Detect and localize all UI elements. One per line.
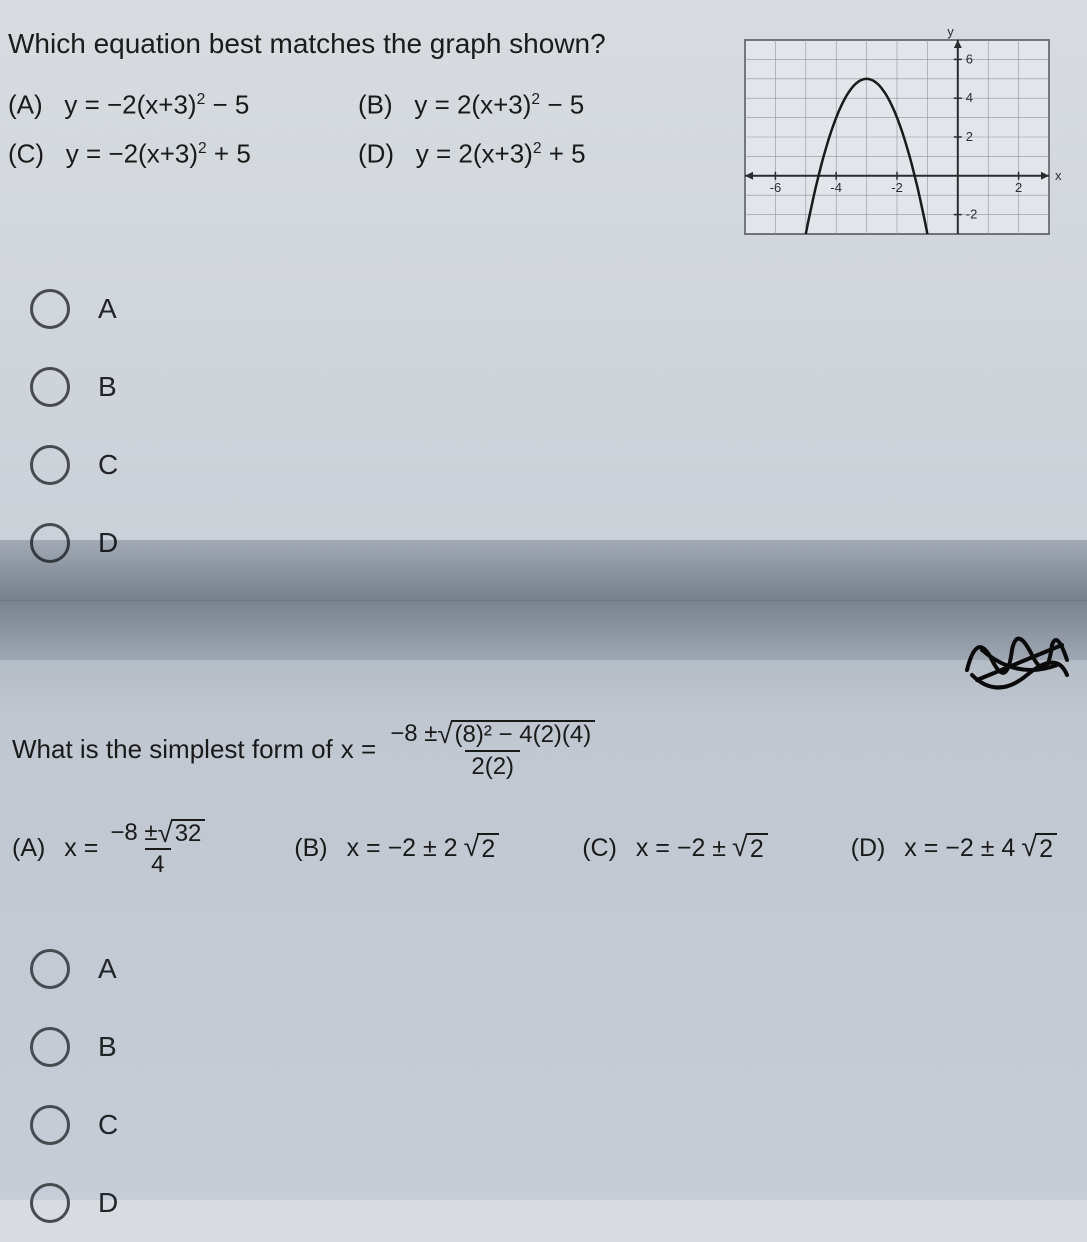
exp: 2 [198,140,207,157]
sqrt: √ 32 [158,819,206,847]
choice-label: (A) [8,90,43,120]
q1-choice-a: (A) y = −2(x+3)2 − 5 [8,78,308,127]
q2-radio-d[interactable]: D [30,1164,118,1242]
choice-label: (C) [8,138,44,168]
choice-text-pre: x = −2 ± [636,834,726,863]
choice-label: (D) [358,138,394,168]
denominator: 2(2) [465,750,520,779]
radio-label: B [98,371,117,403]
choice-eq-post: + 5 [207,138,251,168]
svg-text:-2: -2 [966,207,978,222]
q2-radio-c[interactable]: C [30,1086,118,1164]
radicand: 2 [746,833,768,864]
q2-prompt-text: What is the simplest form of [12,734,333,765]
q1-radio-b[interactable]: B [30,348,118,426]
q1-radio-list: A B C D [30,270,118,582]
q1-radio-a[interactable]: A [30,270,118,348]
radio-circle-icon [30,1105,70,1145]
svg-text:4: 4 [966,90,973,105]
svg-text:2: 2 [966,129,973,144]
q2-radio-list: A B C D [30,930,118,1242]
exp: 2 [531,91,540,108]
svg-text:y: y [947,24,954,39]
q2-choice-b: (B) x = −2 ± 2 √ 2 [294,819,499,878]
choice-eq-pre: y = −2(x+3) [66,138,198,168]
choice-label: (D) [851,834,886,863]
svg-text:-6: -6 [770,180,782,195]
choice-text-pre: x = −2 ± 2 [347,834,458,863]
q2-main-fraction: −8 ± √ (8)² − 4(2)(4) 2(2) [384,720,601,779]
q2-choice-a: (A) x = −8 ± √ 32 4 [12,819,211,878]
choice-eq-pre: y = 2(x+3) [414,90,531,120]
q2-choice-c: (C) x = −2 ± √ 2 [582,819,768,878]
denominator: 4 [145,848,170,877]
sqrt: √ 2 [732,833,768,864]
radio-circle-icon [30,1183,70,1223]
q2-radio-a[interactable]: A [30,930,118,1008]
num-pre: −8 ± [110,820,157,845]
q1-choice-b: (B) y = 2(x+3)2 − 5 [358,78,658,127]
q2-radio-b[interactable]: B [30,1008,118,1086]
choice-label: (B) [358,90,393,120]
svg-text:-2: -2 [891,180,903,195]
radio-circle-icon [30,1027,70,1067]
q1-graph: -6 -4 -2 2 -2 2 4 6 x y [727,22,1067,252]
exp: 2 [197,91,206,108]
q2-prompt: What is the simplest form of x = −8 ± √ … [12,720,1067,779]
radio-label: A [98,953,117,985]
q1-choice-d: (D) y = 2(x+3)2 + 5 [358,127,658,176]
radicand: 2 [1035,833,1057,864]
q2-var: x = [341,734,376,765]
choice-eq-pre: y = −2(x+3) [64,90,196,120]
choice-label: (C) [582,834,617,863]
sqrt: √ 2 [464,833,500,864]
radicand: (8)² − 4(2)(4) [451,720,596,748]
q2-choice-d: (D) x = −2 ± 4 √ 2 [851,819,1057,878]
choice-a-fraction: −8 ± √ 32 4 [104,819,211,878]
radio-label: B [98,1031,117,1063]
svg-text:-4: -4 [830,180,842,195]
radio-label: C [98,1109,118,1141]
svg-text:2: 2 [1015,180,1022,195]
choice-var: x = [64,834,98,863]
choice-eq-post: − 5 [540,90,584,120]
radio-label: C [98,449,118,481]
radio-label: D [98,1187,118,1219]
radio-circle-icon [30,949,70,989]
num-pre: −8 ± [390,721,437,746]
radio-circle-icon [30,367,70,407]
q2-choice-row: (A) x = −8 ± √ 32 4 (B) x = −2 ± 2 [12,819,1067,878]
radicand: 32 [171,819,206,847]
svg-text:6: 6 [966,51,973,66]
sqrt: √ 2 [1021,833,1057,864]
hand-scribble [957,620,1077,700]
radio-circle-icon [30,445,70,485]
svg-text:x: x [1055,168,1062,183]
choice-eq-pre: y = 2(x+3) [416,138,533,168]
divider [0,600,1087,601]
choice-label: (B) [294,834,327,863]
q1-radio-c[interactable]: C [30,426,118,504]
choice-text-pre: x = −2 ± 4 [904,834,1015,863]
radicand: 2 [477,833,499,864]
choice-eq-post: + 5 [542,138,586,168]
choice-eq-post: − 5 [205,90,249,120]
sqrt: √ (8)² − 4(2)(4) [437,720,595,748]
q1-choice-c: (C) y = −2(x+3)2 + 5 [8,127,308,176]
radio-label: A [98,293,117,325]
choice-label: (A) [12,834,45,863]
radio-circle-icon [30,289,70,329]
exp: 2 [533,140,542,157]
